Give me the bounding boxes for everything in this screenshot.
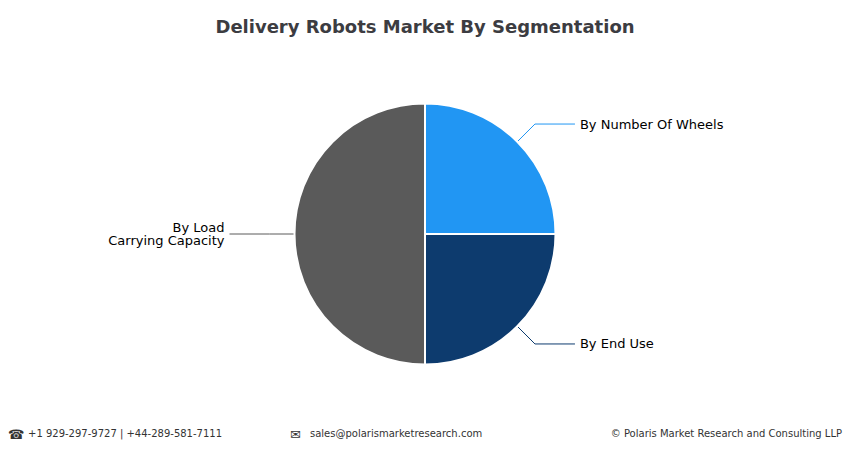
svg-text:Delivery Robots Market By Segm: Delivery Robots Market By Segmentation [215, 16, 634, 37]
svg-text:By Load: By Load [172, 220, 225, 235]
svg-text:Carrying Capacity: Carrying Capacity [108, 233, 225, 248]
svg-text:By End Use: By End Use [580, 336, 654, 351]
svg-text:sales@polarismarketresearch.co: sales@polarismarketresearch.com [310, 428, 482, 439]
svg-text:☎: ☎ [8, 427, 24, 442]
svg-text:© Polaris Market Research and: © Polaris Market Research and Consulting… [611, 428, 842, 439]
svg-text:✉: ✉ [290, 427, 301, 442]
svg-text:+1 929-297-9727 | +44-289-581-: +1 929-297-9727 | +44-289-581-7111 [28, 428, 222, 440]
svg-text:By Number Of Wheels: By Number Of Wheels [580, 117, 724, 132]
